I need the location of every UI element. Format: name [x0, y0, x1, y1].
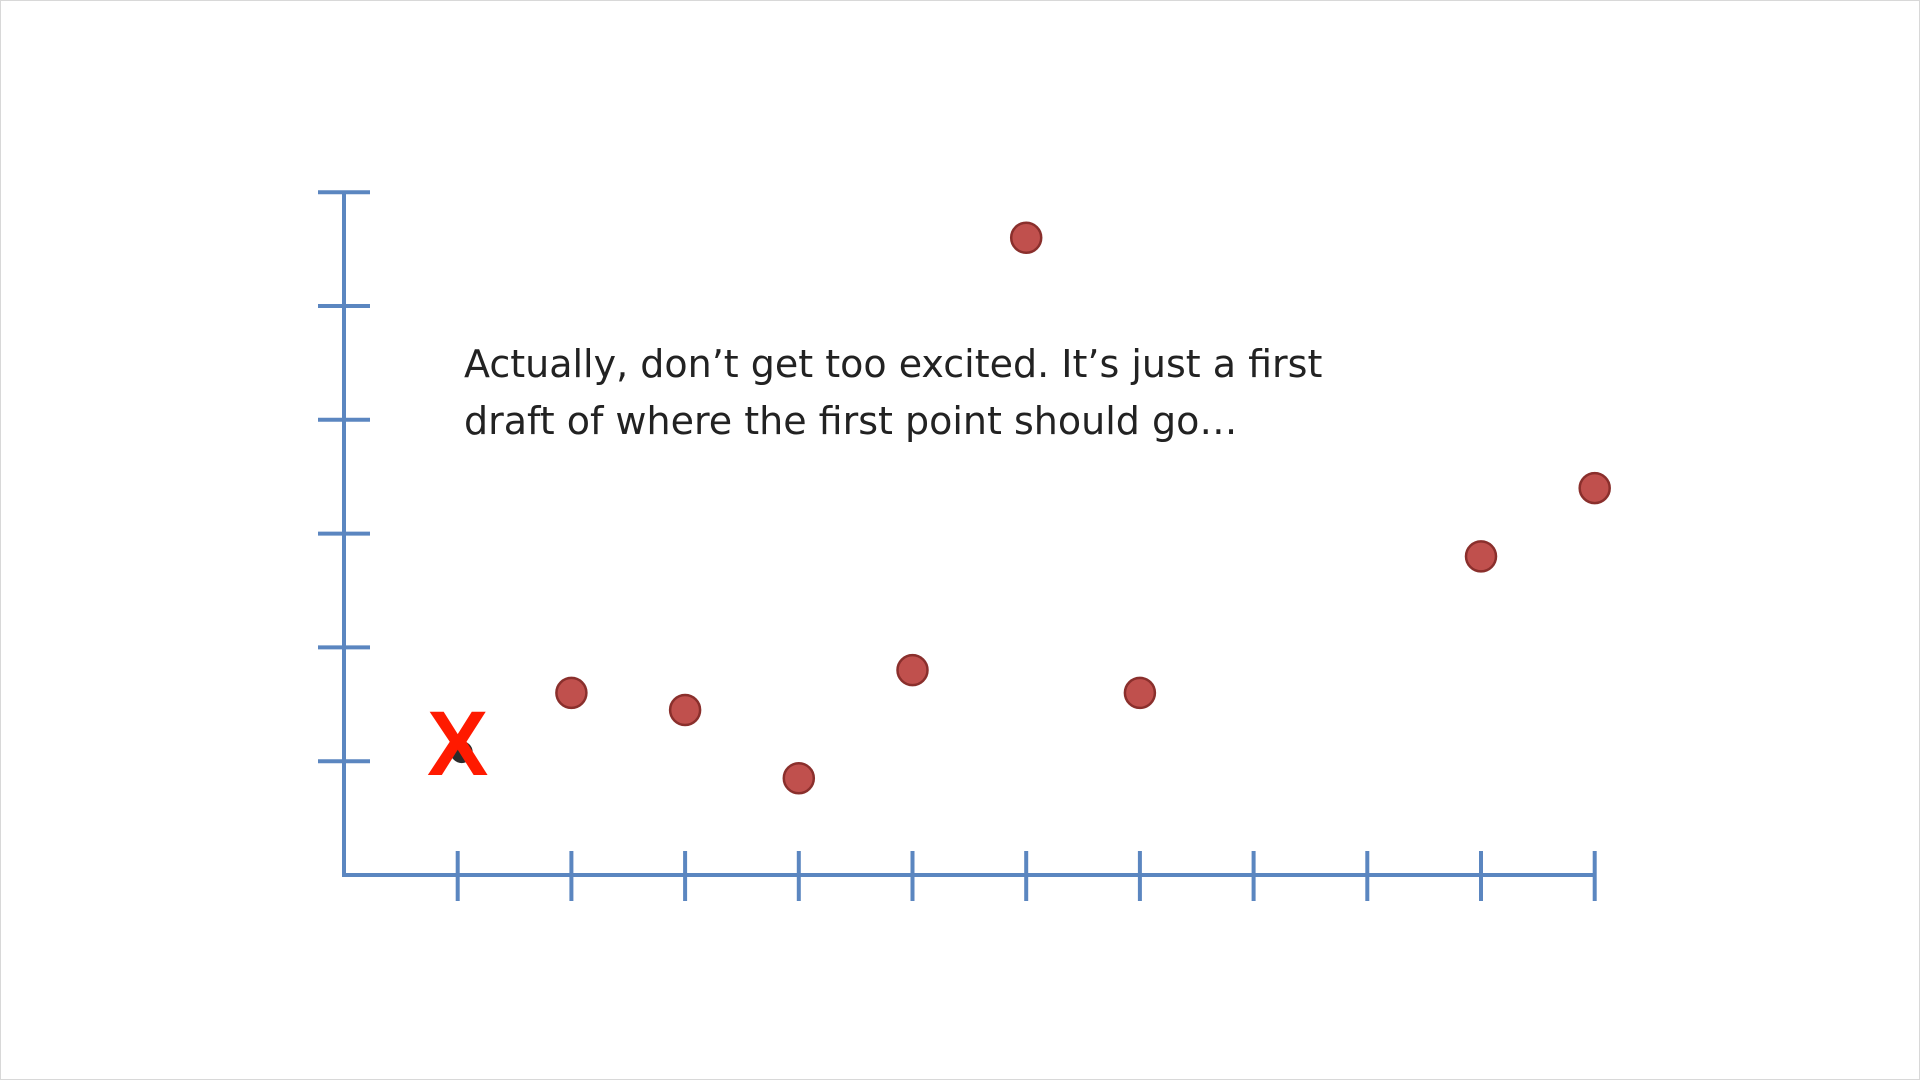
- annotation-line-1: Actually, don’t get too excited. It’s ju…: [464, 342, 1322, 386]
- x-marker-label: X: [427, 693, 488, 795]
- first-point-marker: X: [427, 693, 488, 795]
- data-point: [1009, 221, 1043, 254]
- data-point: [1123, 676, 1157, 710]
- data-points: [555, 221, 1611, 795]
- data-point: [896, 653, 929, 687]
- data-point: [1578, 471, 1611, 505]
- data-point: [782, 762, 816, 795]
- axes: [342, 192, 1595, 877]
- annotation-line-2: draft of where the first point should go…: [464, 399, 1237, 443]
- x-ticks: [455, 851, 1597, 901]
- data-point: [668, 693, 702, 727]
- first-point-dot: [450, 741, 473, 764]
- y-ticks: [318, 190, 370, 764]
- data-point: [1464, 540, 1498, 573]
- data-point: [555, 676, 588, 710]
